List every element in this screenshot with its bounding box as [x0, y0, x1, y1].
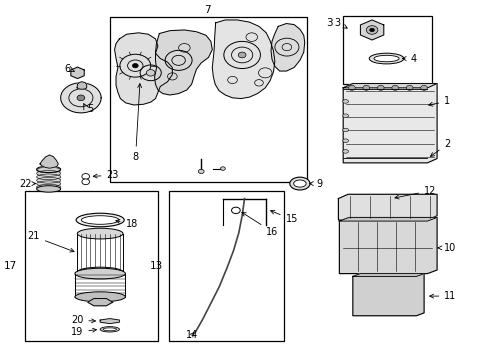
Text: 5: 5: [87, 104, 93, 113]
Polygon shape: [154, 30, 212, 95]
Ellipse shape: [289, 177, 309, 190]
Text: 4: 4: [402, 54, 416, 64]
Ellipse shape: [75, 268, 125, 279]
Ellipse shape: [37, 186, 61, 192]
Text: 22: 22: [19, 179, 36, 189]
Ellipse shape: [342, 139, 348, 143]
Circle shape: [81, 174, 89, 179]
Circle shape: [362, 85, 369, 90]
Text: 6: 6: [64, 64, 70, 74]
Circle shape: [369, 28, 374, 32]
Ellipse shape: [342, 128, 348, 132]
Polygon shape: [61, 83, 101, 113]
Text: 21: 21: [27, 231, 74, 252]
Bar: [37, 169, 61, 189]
Ellipse shape: [342, 150, 348, 153]
Text: 2: 2: [429, 139, 449, 156]
Text: 20: 20: [71, 315, 95, 325]
Ellipse shape: [77, 228, 123, 239]
Circle shape: [391, 85, 398, 90]
Circle shape: [231, 207, 240, 213]
Bar: [110, 18, 306, 182]
Polygon shape: [338, 194, 436, 220]
Text: 9: 9: [309, 179, 322, 189]
Ellipse shape: [342, 100, 348, 103]
Polygon shape: [212, 20, 274, 99]
Circle shape: [348, 85, 354, 90]
Ellipse shape: [76, 213, 124, 227]
Polygon shape: [339, 217, 436, 274]
Ellipse shape: [77, 267, 123, 277]
Polygon shape: [87, 298, 112, 306]
Polygon shape: [270, 23, 304, 71]
Polygon shape: [343, 84, 436, 88]
Polygon shape: [71, 67, 84, 78]
Circle shape: [132, 64, 138, 68]
Circle shape: [81, 179, 89, 185]
Bar: [343, 16, 431, 84]
Text: 1: 1: [428, 96, 449, 107]
Text: 15: 15: [270, 210, 297, 224]
Ellipse shape: [368, 53, 403, 64]
Polygon shape: [40, 155, 58, 168]
Text: 3: 3: [325, 18, 332, 28]
Ellipse shape: [373, 55, 398, 62]
Text: 11: 11: [429, 291, 456, 301]
Ellipse shape: [103, 328, 116, 331]
Circle shape: [220, 167, 225, 170]
Text: 3: 3: [334, 18, 346, 28]
Polygon shape: [352, 274, 423, 316]
Text: 18: 18: [116, 219, 138, 229]
Circle shape: [377, 85, 384, 90]
Circle shape: [77, 95, 84, 101]
Circle shape: [406, 85, 412, 90]
Ellipse shape: [75, 292, 125, 302]
Bar: [24, 192, 158, 342]
Polygon shape: [352, 274, 423, 276]
Polygon shape: [343, 84, 436, 163]
Ellipse shape: [342, 114, 348, 117]
Text: 10: 10: [437, 243, 456, 253]
Text: 23: 23: [93, 170, 119, 180]
Text: 14: 14: [185, 330, 197, 341]
Text: 8: 8: [132, 84, 142, 162]
Polygon shape: [77, 82, 86, 89]
Text: 16: 16: [242, 212, 278, 237]
Polygon shape: [360, 20, 383, 40]
Text: 12: 12: [394, 186, 436, 199]
Text: 17: 17: [3, 261, 17, 271]
Circle shape: [198, 169, 203, 174]
Ellipse shape: [100, 327, 119, 332]
Text: 13: 13: [149, 261, 163, 271]
Circle shape: [238, 52, 245, 58]
Circle shape: [366, 26, 377, 34]
Circle shape: [146, 69, 155, 76]
Polygon shape: [100, 319, 119, 324]
Ellipse shape: [293, 180, 305, 187]
Bar: [169, 192, 284, 342]
Text: 7: 7: [204, 5, 210, 15]
Text: 19: 19: [71, 327, 96, 337]
Polygon shape: [114, 33, 172, 105]
Ellipse shape: [37, 166, 61, 172]
Circle shape: [420, 85, 427, 90]
Ellipse shape: [81, 216, 119, 224]
Polygon shape: [339, 217, 436, 221]
